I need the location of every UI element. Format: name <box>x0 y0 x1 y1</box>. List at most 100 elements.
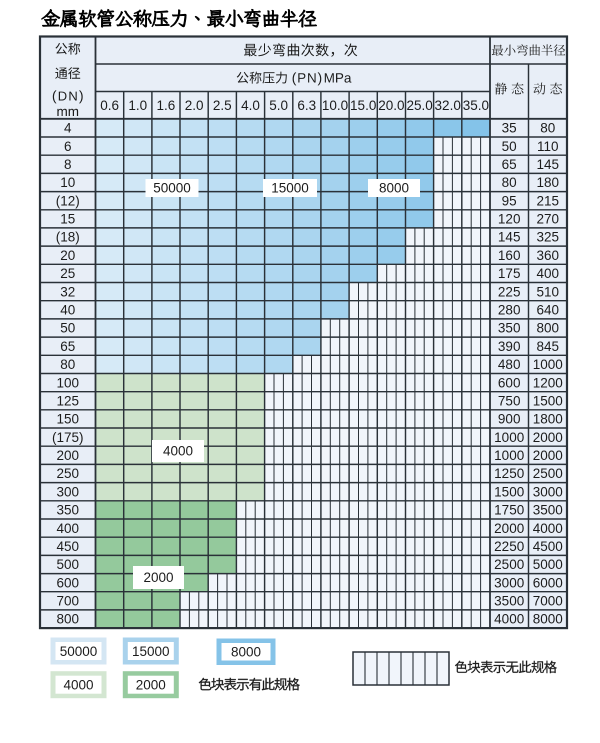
svg-text:900: 900 <box>498 412 521 427</box>
svg-text:1.6: 1.6 <box>157 98 176 113</box>
svg-text:20: 20 <box>60 248 75 263</box>
svg-text:360: 360 <box>537 248 560 263</box>
svg-text:4000: 4000 <box>494 612 524 627</box>
svg-text:50000: 50000 <box>60 644 98 659</box>
svg-text:180: 180 <box>537 175 560 190</box>
svg-text:15000: 15000 <box>132 644 170 659</box>
svg-text:400: 400 <box>537 266 560 281</box>
svg-text:450: 450 <box>57 539 80 554</box>
svg-text:4500: 4500 <box>533 539 563 554</box>
svg-text:8000: 8000 <box>533 612 563 627</box>
svg-text:225: 225 <box>498 284 521 299</box>
svg-text:7000: 7000 <box>533 594 563 609</box>
svg-text:4000: 4000 <box>163 444 193 459</box>
svg-text:600: 600 <box>57 575 80 590</box>
svg-text:0.6: 0.6 <box>100 98 119 113</box>
svg-text:1000: 1000 <box>494 430 524 445</box>
svg-text:4: 4 <box>64 121 72 136</box>
svg-text:35: 35 <box>502 121 517 136</box>
svg-text:750: 750 <box>498 393 521 408</box>
svg-text:160: 160 <box>498 248 521 263</box>
svg-text:2000: 2000 <box>494 521 524 536</box>
svg-text:5000: 5000 <box>533 557 563 572</box>
svg-text:15: 15 <box>60 212 75 227</box>
svg-text:110: 110 <box>537 139 559 154</box>
svg-text:1.0: 1.0 <box>128 98 147 113</box>
svg-text:215: 215 <box>537 193 560 208</box>
svg-text:15.0: 15.0 <box>350 98 376 113</box>
svg-text:(175): (175) <box>52 430 84 445</box>
svg-text:6.3: 6.3 <box>297 98 316 113</box>
svg-text:95: 95 <box>502 193 517 208</box>
svg-text:2250: 2250 <box>494 539 524 554</box>
svg-text:145: 145 <box>537 157 560 172</box>
svg-text:1750: 1750 <box>494 503 524 518</box>
svg-text:3000: 3000 <box>533 484 563 499</box>
svg-text:1500: 1500 <box>494 484 524 499</box>
svg-text:125: 125 <box>57 393 80 408</box>
svg-text:65: 65 <box>60 339 75 354</box>
svg-text:2000: 2000 <box>533 430 563 445</box>
svg-text:700: 700 <box>57 594 80 609</box>
svg-text:10.0: 10.0 <box>322 98 348 113</box>
svg-text:4000: 4000 <box>63 678 93 693</box>
svg-text:1000: 1000 <box>533 357 563 372</box>
svg-text:800: 800 <box>537 321 560 336</box>
svg-text:250: 250 <box>57 466 80 481</box>
svg-text:80: 80 <box>540 121 555 136</box>
svg-text:2500: 2500 <box>533 466 563 481</box>
svg-text:2500: 2500 <box>494 557 524 572</box>
svg-text:35.0: 35.0 <box>463 98 489 113</box>
svg-text:1500: 1500 <box>533 393 563 408</box>
svg-text:32.0: 32.0 <box>435 98 461 113</box>
svg-text:25.0: 25.0 <box>406 98 432 113</box>
svg-text:2000: 2000 <box>533 448 563 463</box>
svg-text:270: 270 <box>537 212 560 227</box>
svg-text:8: 8 <box>64 157 72 172</box>
svg-text:2.0: 2.0 <box>185 98 204 113</box>
svg-text:300: 300 <box>57 484 80 499</box>
svg-text:50: 50 <box>502 139 517 154</box>
svg-text:350: 350 <box>57 503 80 518</box>
svg-text:200: 200 <box>57 448 80 463</box>
svg-text:120: 120 <box>498 212 521 227</box>
svg-text:4.0: 4.0 <box>241 98 260 113</box>
svg-text:65: 65 <box>502 157 517 172</box>
svg-text:20.0: 20.0 <box>378 98 404 113</box>
svg-text:(12): (12) <box>56 193 80 208</box>
svg-text:1250: 1250 <box>494 466 524 481</box>
svg-text:3500: 3500 <box>494 594 524 609</box>
svg-text:(18): (18) <box>56 230 80 245</box>
svg-text:2000: 2000 <box>143 570 173 585</box>
svg-text:50000: 50000 <box>153 181 191 196</box>
svg-text:1200: 1200 <box>533 375 563 390</box>
svg-text:390: 390 <box>498 339 521 354</box>
svg-text:3500: 3500 <box>533 503 563 518</box>
svg-text:280: 280 <box>498 303 521 318</box>
svg-text:175: 175 <box>498 266 521 281</box>
svg-text:150: 150 <box>57 412 80 427</box>
svg-text:4000: 4000 <box>533 521 563 536</box>
svg-text:25: 25 <box>60 266 75 281</box>
svg-text:80: 80 <box>502 175 517 190</box>
svg-text:400: 400 <box>57 521 80 536</box>
svg-text:480: 480 <box>498 357 521 372</box>
svg-text:640: 640 <box>537 303 560 318</box>
svg-text:8000: 8000 <box>379 181 409 196</box>
svg-text:500: 500 <box>57 557 80 572</box>
svg-text:10: 10 <box>60 175 75 190</box>
svg-text:350: 350 <box>498 321 521 336</box>
svg-text:15000: 15000 <box>271 181 309 196</box>
svg-text:1000: 1000 <box>494 448 524 463</box>
svg-text:3000: 3000 <box>494 575 524 590</box>
svg-text:40: 40 <box>60 303 75 318</box>
svg-text:2.5: 2.5 <box>213 98 232 113</box>
svg-text:600: 600 <box>498 375 521 390</box>
svg-text:2000: 2000 <box>136 678 166 693</box>
svg-text:145: 145 <box>498 230 521 245</box>
svg-text:510: 510 <box>537 284 560 299</box>
svg-text:8000: 8000 <box>231 645 261 660</box>
svg-text:6000: 6000 <box>533 575 563 590</box>
svg-text:80: 80 <box>60 357 75 372</box>
svg-text:6: 6 <box>64 139 72 154</box>
